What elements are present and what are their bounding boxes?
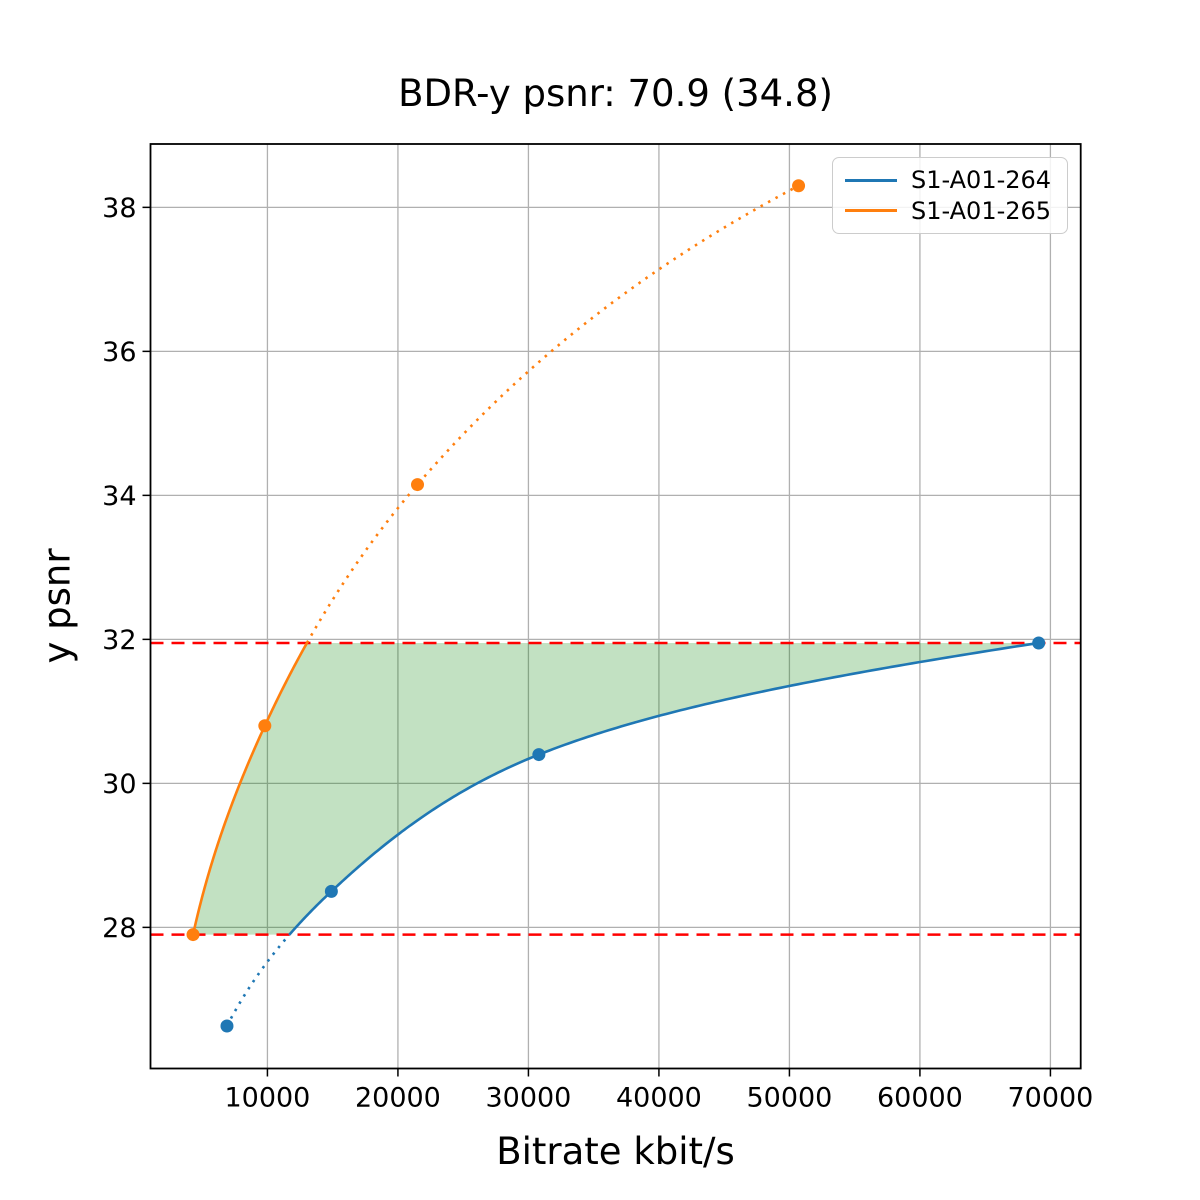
rd-curves bbox=[191, 184, 1039, 1027]
svg-text:32: 32 bbox=[102, 625, 136, 656]
svg-text:28: 28 bbox=[102, 913, 136, 944]
legend-item-265: S1-A01-265 bbox=[845, 199, 1055, 223]
svg-text:36: 36 bbox=[102, 337, 136, 368]
svg-text:40000: 40000 bbox=[616, 1083, 702, 1114]
axis-ticks bbox=[142, 206, 1052, 1077]
svg-text:20000: 20000 bbox=[355, 1083, 441, 1114]
svg-text:10000: 10000 bbox=[224, 1083, 310, 1114]
data-point-markers bbox=[186, 179, 1046, 1033]
y-axis-label: y psnr bbox=[35, 548, 79, 664]
svg-text:30: 30 bbox=[102, 769, 136, 800]
svg-text:50000: 50000 bbox=[746, 1083, 832, 1114]
legend-label: S1-A01-264 bbox=[911, 166, 1052, 195]
legend-item-264: S1-A01-264 bbox=[845, 168, 1055, 192]
svg-text:70000: 70000 bbox=[1007, 1083, 1093, 1114]
chart-title: BDR-y psnr: 70.9 (34.8) bbox=[398, 72, 833, 115]
svg-text:30000: 30000 bbox=[485, 1083, 571, 1114]
legend-line-swatch-orange bbox=[845, 209, 897, 213]
legend-box: S1-A01-264 S1-A01-265 bbox=[832, 157, 1068, 234]
plot-border bbox=[149, 143, 1082, 1070]
svg-text:38: 38 bbox=[102, 193, 136, 224]
svg-text:60000: 60000 bbox=[877, 1083, 963, 1114]
axis-tick-labels: 10000 20000 30000 40000 50000 60000 70000 28 30 3… bbox=[102, 193, 1093, 1114]
legend-line-swatch-blue bbox=[845, 178, 897, 182]
bd-shaded-region bbox=[193, 642, 1039, 935]
svg-text:34: 34 bbox=[102, 481, 136, 512]
x-axis-label: Bitrate kbit/s bbox=[496, 1130, 735, 1173]
legend-label: S1-A01-265 bbox=[911, 196, 1052, 225]
